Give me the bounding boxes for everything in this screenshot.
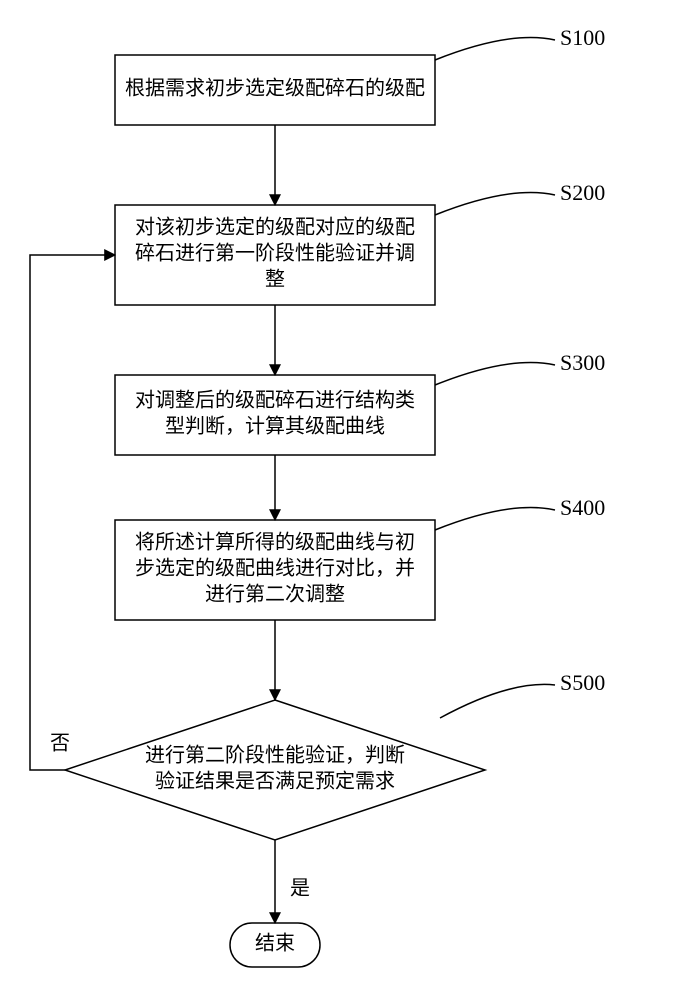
node-text: 型判断，计算其级配曲线 (165, 415, 385, 438)
node-text: 对调整后的级配碎石进行结构类 (135, 389, 415, 412)
step-label: S200 (560, 180, 605, 205)
node-text: 进行第二次调整 (205, 583, 345, 606)
node-text: 碎石进行第一阶段性能验证并调 (135, 242, 415, 265)
callout-line (435, 193, 555, 216)
end: 结束 (230, 923, 320, 967)
node-text: 进行第二阶段性能验证，判断 (145, 744, 405, 767)
node-text: 验证结果是否满足预定需求 (155, 770, 395, 793)
step-label: S300 (560, 350, 605, 375)
callout-line (435, 508, 555, 531)
node-text: 将所述计算所得的级配曲线与初 (135, 531, 415, 554)
step-label: S500 (560, 670, 605, 695)
callout-line (435, 38, 555, 61)
step-label: S100 (560, 25, 605, 50)
callout-line (435, 363, 555, 386)
callout-line (440, 684, 555, 718)
s300: 对调整后的级配碎石进行结构类型判断，计算其级配曲线 S300 (115, 350, 605, 455)
node-text: 对该初步选定的级配对应的级配 (135, 216, 415, 239)
e6: 否 (30, 255, 115, 770)
node-text: 整 (265, 268, 285, 291)
node-text: 步选定的级配曲线进行对比，并 (135, 557, 415, 580)
node-text: 根据需求初步选定级配碎石的级配 (125, 77, 425, 100)
s400: 将所述计算所得的级配曲线与初步选定的级配曲线进行对比，并进行第二次调整 S400 (115, 495, 605, 620)
s200: 对该初步选定的级配对应的级配碎石进行第一阶段性能验证并调整 S200 (115, 180, 605, 305)
flowchart: 是 否 根据需求初步选定级配碎石的级配 S100 对该初步选定的级配对应的级配碎石进行… (0, 0, 673, 1000)
edge-label: 否 (50, 733, 70, 755)
node-text: 结束 (255, 932, 295, 955)
e5: 是 (275, 840, 310, 923)
s100: 根据需求初步选定级配碎石的级配 S100 (115, 25, 605, 125)
s500: 进行第二阶段性能验证，判断验证结果是否满足预定需求 S500 (65, 670, 605, 840)
step-label: S400 (560, 495, 605, 520)
edge-label: 是 (290, 878, 310, 900)
